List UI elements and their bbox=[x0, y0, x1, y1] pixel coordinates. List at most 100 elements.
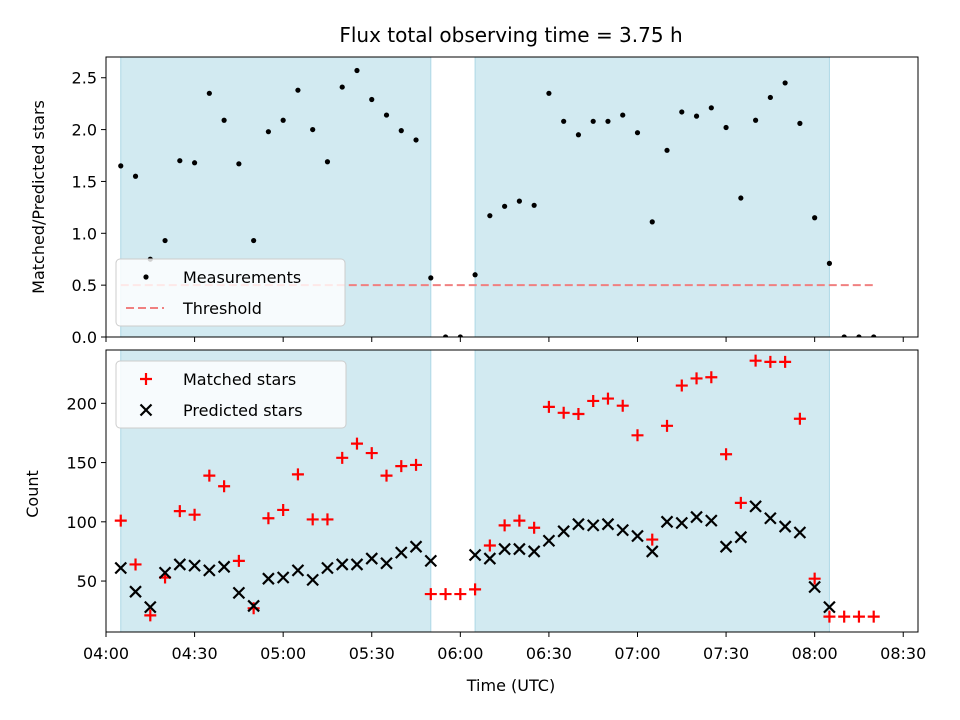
data-point bbox=[856, 334, 862, 337]
data-point bbox=[276, 571, 290, 584]
data-point bbox=[605, 118, 611, 124]
data-point bbox=[232, 586, 246, 600]
data-point bbox=[516, 198, 522, 204]
data-point bbox=[365, 552, 379, 565]
series-measurements bbox=[118, 67, 877, 337]
data-point bbox=[620, 112, 626, 118]
data-point bbox=[236, 161, 242, 167]
data-point bbox=[394, 546, 408, 559]
x-tick-label: 08:30 bbox=[880, 644, 926, 663]
data-point bbox=[679, 109, 685, 115]
data-point bbox=[129, 585, 142, 598]
data-point bbox=[826, 260, 833, 266]
data-point bbox=[188, 559, 201, 572]
data-point bbox=[723, 124, 729, 131]
top-y-axis-label: Matched/Predicted stars bbox=[29, 100, 48, 294]
data-point bbox=[753, 117, 759, 123]
data-point bbox=[734, 530, 748, 544]
x-tick-label: 06:30 bbox=[526, 644, 572, 663]
data-point bbox=[369, 96, 375, 103]
data-point bbox=[469, 583, 482, 596]
data-point bbox=[812, 215, 818, 221]
data-point bbox=[542, 534, 556, 548]
y-tick-label: 100 bbox=[66, 513, 97, 532]
data-point bbox=[513, 514, 526, 527]
data-point bbox=[646, 533, 659, 546]
data-point bbox=[409, 540, 423, 553]
data-point bbox=[424, 554, 438, 568]
data-point bbox=[442, 334, 449, 337]
data-point bbox=[280, 117, 286, 123]
y-tick-label: 2.0 bbox=[72, 121, 97, 140]
data-point bbox=[118, 163, 124, 169]
data-point bbox=[158, 566, 172, 580]
data-point bbox=[232, 554, 245, 567]
data-point bbox=[144, 609, 157, 622]
data-point bbox=[531, 202, 537, 208]
data-point bbox=[546, 90, 552, 96]
data-point bbox=[310, 126, 316, 133]
data-point bbox=[221, 117, 227, 123]
data-point bbox=[173, 558, 187, 571]
data-point bbox=[767, 94, 773, 101]
data-point bbox=[749, 354, 762, 367]
data-point bbox=[428, 275, 434, 281]
data-point bbox=[590, 118, 596, 124]
data-point bbox=[664, 147, 670, 153]
data-point bbox=[483, 539, 496, 552]
series-matched-stars bbox=[114, 354, 880, 623]
y-tick-label: 150 bbox=[66, 454, 97, 473]
data-point bbox=[661, 419, 674, 432]
y-tick-label: 50 bbox=[77, 572, 97, 591]
data-point bbox=[350, 437, 363, 450]
top-panel: 0.0 0.5 1.0 1.5 2.0 2.5 Measurements Threshold bbox=[72, 56, 919, 347]
bottom-y-axis-label: Count bbox=[23, 470, 42, 518]
data-point bbox=[823, 610, 836, 623]
data-point bbox=[483, 552, 497, 565]
data-point bbox=[631, 429, 644, 442]
data-point bbox=[793, 412, 806, 425]
y-tick-label: 1.5 bbox=[72, 172, 97, 191]
data-point bbox=[561, 118, 567, 124]
legend-box bbox=[115, 360, 347, 429]
data-point bbox=[738, 195, 744, 201]
data-point bbox=[797, 120, 803, 126]
data-point bbox=[217, 560, 231, 574]
data-point bbox=[339, 84, 345, 90]
data-point bbox=[808, 580, 821, 594]
data-point bbox=[616, 399, 629, 412]
y-tick-label: 1.0 bbox=[72, 224, 97, 243]
data-point bbox=[649, 219, 655, 225]
data-point bbox=[247, 599, 260, 613]
data-point bbox=[321, 513, 334, 526]
data-point bbox=[162, 237, 168, 244]
data-point bbox=[295, 87, 301, 93]
data-point bbox=[616, 523, 630, 537]
axes-frame bbox=[105, 56, 919, 338]
data-point bbox=[601, 517, 615, 531]
data-point bbox=[734, 496, 747, 509]
data-point bbox=[720, 448, 733, 461]
data-point bbox=[542, 400, 555, 413]
data-point bbox=[660, 515, 674, 529]
data-point bbox=[705, 371, 718, 384]
data-point bbox=[468, 548, 482, 562]
data-point bbox=[867, 610, 880, 623]
chart-title: Flux total observing time = 3.75 h bbox=[339, 23, 682, 47]
data-point bbox=[380, 556, 393, 570]
data-point bbox=[527, 545, 541, 558]
data-point bbox=[177, 158, 183, 164]
data-point bbox=[203, 564, 216, 577]
data-point bbox=[693, 113, 700, 119]
data-point bbox=[793, 526, 807, 539]
data-point bbox=[203, 469, 216, 482]
x-tick-label: 05:00 bbox=[260, 644, 306, 663]
data-point bbox=[413, 137, 419, 143]
data-point bbox=[188, 508, 201, 521]
data-point bbox=[365, 447, 378, 460]
x-tick-label: 07:00 bbox=[614, 644, 660, 663]
data-point bbox=[354, 67, 360, 74]
data-point bbox=[262, 512, 275, 525]
data-point bbox=[823, 600, 836, 614]
bottom-panel: 50 100 150 200 04:00 04:30 05:00 05:30 06:00 06:3… bbox=[66, 349, 926, 663]
